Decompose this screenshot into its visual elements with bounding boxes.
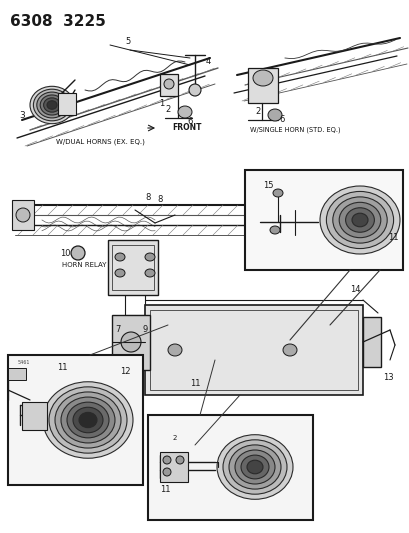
Ellipse shape bbox=[73, 407, 103, 433]
Text: 9: 9 bbox=[142, 326, 147, 335]
Bar bbox=[58, 93, 76, 115]
Bar bbox=[112, 245, 154, 290]
Text: 6: 6 bbox=[279, 115, 284, 124]
Text: 11: 11 bbox=[189, 378, 200, 387]
Ellipse shape bbox=[40, 95, 64, 115]
Ellipse shape bbox=[163, 468, 171, 476]
Ellipse shape bbox=[178, 106, 191, 118]
Bar bbox=[108, 240, 157, 295]
Ellipse shape bbox=[115, 269, 125, 277]
Text: HORN RELAY: HORN RELAY bbox=[62, 262, 106, 268]
Ellipse shape bbox=[189, 84, 200, 96]
Ellipse shape bbox=[163, 456, 171, 464]
Ellipse shape bbox=[121, 332, 141, 352]
Ellipse shape bbox=[16, 208, 30, 222]
Bar bbox=[112, 315, 150, 370]
Ellipse shape bbox=[79, 413, 97, 427]
Ellipse shape bbox=[319, 186, 399, 254]
Ellipse shape bbox=[246, 460, 262, 474]
Ellipse shape bbox=[168, 344, 182, 356]
Ellipse shape bbox=[33, 89, 70, 121]
Ellipse shape bbox=[115, 253, 125, 261]
Ellipse shape bbox=[49, 387, 127, 453]
Text: 11: 11 bbox=[387, 233, 397, 243]
Text: 8: 8 bbox=[157, 196, 162, 205]
Ellipse shape bbox=[43, 98, 60, 112]
Text: 12: 12 bbox=[119, 367, 130, 376]
Ellipse shape bbox=[252, 70, 272, 86]
Text: 2: 2 bbox=[165, 106, 170, 115]
Ellipse shape bbox=[175, 456, 184, 464]
Ellipse shape bbox=[326, 191, 393, 248]
Text: 4: 4 bbox=[205, 58, 210, 67]
Text: 11: 11 bbox=[56, 364, 67, 373]
Ellipse shape bbox=[267, 109, 281, 121]
Bar bbox=[148, 415, 312, 520]
Bar bbox=[160, 452, 188, 482]
Bar bbox=[362, 317, 380, 367]
Text: 2: 2 bbox=[255, 108, 260, 117]
Text: 7: 7 bbox=[115, 326, 120, 335]
Bar bbox=[12, 200, 34, 230]
Ellipse shape bbox=[216, 435, 292, 499]
Text: 5: 5 bbox=[125, 37, 130, 46]
Ellipse shape bbox=[55, 392, 121, 448]
Text: 6: 6 bbox=[187, 117, 192, 126]
Ellipse shape bbox=[30, 86, 74, 124]
Ellipse shape bbox=[43, 382, 133, 458]
Ellipse shape bbox=[229, 445, 280, 489]
Ellipse shape bbox=[47, 101, 57, 109]
Bar bbox=[145, 305, 362, 395]
Ellipse shape bbox=[282, 344, 296, 356]
Ellipse shape bbox=[164, 79, 173, 89]
Text: 11: 11 bbox=[160, 486, 170, 495]
Text: 14: 14 bbox=[349, 286, 360, 295]
Bar bbox=[8, 368, 26, 380]
Bar bbox=[245, 170, 402, 270]
Text: 1: 1 bbox=[159, 99, 164, 108]
Ellipse shape bbox=[351, 213, 367, 227]
Text: 5461: 5461 bbox=[18, 359, 30, 365]
Ellipse shape bbox=[37, 92, 67, 118]
Text: FRONT: FRONT bbox=[172, 124, 201, 133]
Ellipse shape bbox=[332, 197, 386, 243]
Text: 2: 2 bbox=[172, 435, 177, 441]
Ellipse shape bbox=[61, 397, 115, 443]
Ellipse shape bbox=[272, 189, 282, 197]
Bar bbox=[150, 310, 357, 390]
Bar bbox=[22, 402, 47, 430]
Text: W/DUAL HORNS (EX. EQ.): W/DUAL HORNS (EX. EQ.) bbox=[56, 139, 144, 146]
Ellipse shape bbox=[240, 455, 268, 479]
Ellipse shape bbox=[145, 253, 155, 261]
Text: W/SINGLE HORN (STD. EQ.): W/SINGLE HORN (STD. EQ.) bbox=[249, 127, 339, 133]
Bar bbox=[160, 74, 178, 96]
Ellipse shape bbox=[222, 440, 286, 494]
Text: 6308  3225: 6308 3225 bbox=[10, 14, 106, 29]
Bar bbox=[8, 355, 143, 485]
Ellipse shape bbox=[345, 208, 373, 232]
Bar bbox=[247, 68, 277, 103]
Ellipse shape bbox=[71, 246, 85, 260]
Text: 13: 13 bbox=[382, 373, 392, 382]
Text: 3: 3 bbox=[19, 110, 25, 119]
Ellipse shape bbox=[67, 402, 109, 438]
Text: 10: 10 bbox=[60, 248, 70, 257]
Text: 15: 15 bbox=[262, 181, 272, 190]
Text: 8: 8 bbox=[145, 192, 151, 201]
Ellipse shape bbox=[338, 203, 380, 238]
Ellipse shape bbox=[270, 226, 279, 234]
Ellipse shape bbox=[145, 269, 155, 277]
Ellipse shape bbox=[234, 450, 274, 484]
